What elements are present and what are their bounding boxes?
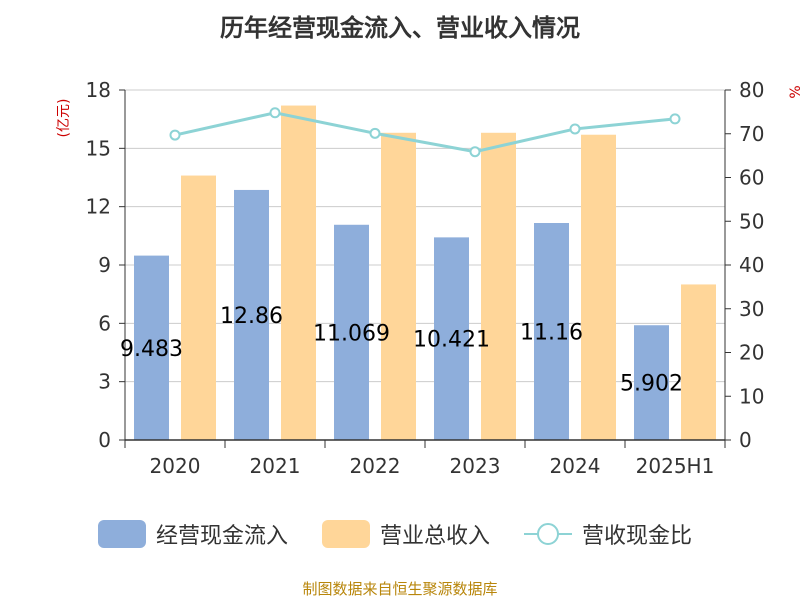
legend-item-cash-inflow[interactable]: 经营现金流入 bbox=[98, 518, 288, 550]
legend-item-ratio[interactable]: 营收现金比 bbox=[524, 518, 692, 550]
left-axis-label: (亿元) bbox=[56, 99, 72, 138]
data-label-cash-inflow: 5.902 bbox=[620, 372, 683, 397]
bar-revenue bbox=[681, 284, 716, 440]
legend-label: 经营现金流入 bbox=[156, 524, 289, 549]
right-tick-label: 70 bbox=[739, 122, 764, 146]
bar-cash-inflow bbox=[434, 237, 469, 440]
bar-revenue bbox=[181, 175, 216, 441]
axes: 0 3 6 9 12 15 18 0 10 20 30 40 50 60 70 80 2020 2021 2022 2… bbox=[86, 78, 765, 478]
right-tick-label: 50 bbox=[739, 209, 764, 233]
right-tick-label: 40 bbox=[739, 253, 764, 277]
legend-label: 营收现金比 bbox=[582, 524, 693, 549]
left-tick-label: 12 bbox=[86, 195, 111, 219]
left-tick-label: 15 bbox=[86, 136, 111, 160]
bar-revenue bbox=[381, 132, 416, 440]
data-labels: 9.483 12.86 11.069 10.421 11.16 5.902 bbox=[120, 304, 683, 397]
ratio-point bbox=[469, 146, 481, 158]
left-tick-label: 0 bbox=[98, 428, 111, 452]
bar-revenue bbox=[581, 134, 616, 440]
ratio-point bbox=[269, 107, 281, 119]
x-tick-label: 2025H1 bbox=[636, 454, 715, 478]
x-tick-label: 2022 bbox=[350, 454, 401, 478]
ratio-point bbox=[569, 123, 581, 135]
right-tick-label: 20 bbox=[739, 341, 764, 365]
ratio-point bbox=[369, 127, 381, 139]
legend-swatch-orange bbox=[322, 520, 370, 548]
data-label-cash-inflow: 10.421 bbox=[413, 328, 490, 353]
grid-lines bbox=[125, 89, 725, 383]
legend-item-revenue[interactable]: 营业总收入 bbox=[322, 518, 490, 550]
data-label-cash-inflow: 11.16 bbox=[520, 321, 583, 346]
x-tick-label: 2023 bbox=[450, 454, 501, 478]
legend-line-icon bbox=[524, 520, 572, 548]
x-tick-label: 2020 bbox=[150, 454, 201, 478]
x-tick-label: 2024 bbox=[550, 454, 601, 478]
ratio-point bbox=[669, 113, 681, 125]
right-tick-label: 60 bbox=[739, 166, 764, 190]
bar-cash-inflow bbox=[134, 255, 169, 440]
bar-revenue bbox=[281, 105, 316, 441]
data-source-note: 制图数据来自恒生聚源数据库 bbox=[302, 580, 498, 598]
legend-swatch-blue bbox=[98, 520, 146, 548]
right-tick-label: 0 bbox=[739, 428, 752, 452]
bar-cash-inflow bbox=[534, 223, 569, 440]
ratio-line bbox=[169, 107, 681, 158]
right-tick-label: 30 bbox=[739, 297, 764, 321]
bar-cash-inflow bbox=[334, 224, 369, 440]
ratio-line-path bbox=[174, 111, 676, 154]
chart-plot: 0 3 6 9 12 15 18 0 10 20 30 40 50 60 70 80 2020 2021 2022 2… bbox=[56, 78, 800, 478]
bar-cash-inflow bbox=[234, 189, 269, 440]
data-label-cash-inflow: 9.483 bbox=[120, 337, 183, 362]
left-tick-label: 9 bbox=[98, 253, 111, 277]
data-label-cash-inflow: 12.86 bbox=[220, 304, 283, 329]
right-axis-label: % bbox=[788, 85, 800, 98]
bar-cash-inflow bbox=[634, 325, 669, 440]
left-tick-label: 18 bbox=[86, 78, 111, 102]
left-tick-label: 6 bbox=[98, 311, 111, 335]
left-tick-label: 3 bbox=[98, 370, 111, 394]
legend: 经营现金流入 营业总收入 营收现金比 bbox=[0, 518, 800, 550]
legend-label: 营业总收入 bbox=[380, 524, 491, 549]
bars bbox=[134, 105, 716, 441]
chart-title: 历年经营现金流入、营业收入情况 bbox=[220, 14, 580, 42]
bar-revenue bbox=[481, 132, 516, 440]
right-tick-label: 10 bbox=[739, 384, 764, 408]
x-tick-label: 2021 bbox=[250, 454, 301, 478]
data-label-cash-inflow: 11.069 bbox=[313, 321, 390, 346]
right-tick-label: 80 bbox=[739, 78, 764, 102]
ratio-point bbox=[169, 129, 181, 141]
